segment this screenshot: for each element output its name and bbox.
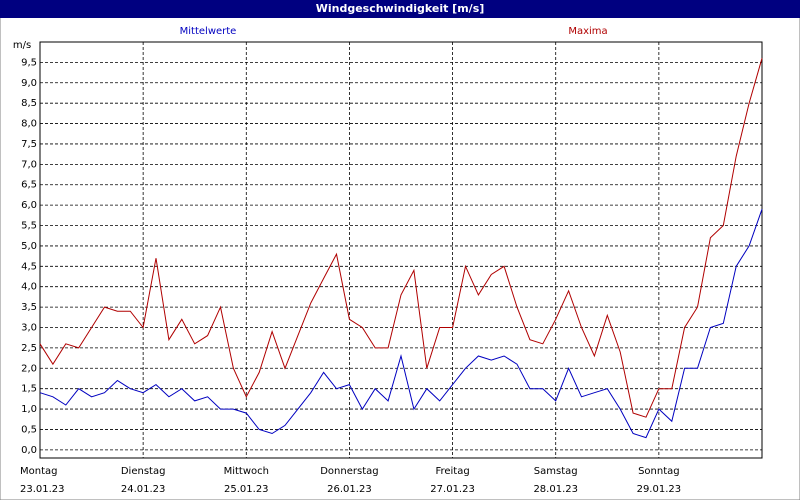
y-tick-label: 0,5: [21, 424, 37, 435]
x-tick-sublabel: 26.01.23: [327, 484, 372, 495]
x-tick-sublabel: 25.01.23: [224, 484, 269, 495]
x-tick-label: Montag: [20, 466, 57, 477]
title-bar: [0, 0, 800, 18]
series-line: [39, 209, 763, 439]
y-tick-label: 0,0: [21, 445, 37, 456]
y-tick-label: 5,5: [21, 221, 37, 232]
x-tick-label: Mittwoch: [224, 466, 269, 477]
y-tick-label: 7,0: [21, 159, 37, 170]
y-tick-label: 6,5: [21, 180, 37, 191]
y-tick-label: 6,0: [21, 200, 37, 211]
y-tick-label: 5,0: [21, 241, 37, 252]
y-tick-label: 1,0: [21, 404, 37, 415]
y-tick-label: 2,0: [21, 363, 37, 374]
y-tick-label: 4,5: [21, 261, 37, 272]
x-tick-sublabel: 27.01.23: [430, 484, 475, 495]
x-tick-sublabel: 28.01.23: [533, 484, 578, 495]
y-tick-label: 9,5: [21, 57, 37, 68]
plot-area: [39, 41, 763, 459]
y-tick-label: 9,0: [21, 78, 37, 89]
legend-entry: Mittelwerte: [180, 26, 237, 37]
x-tick-label: Donnerstag: [320, 466, 378, 477]
y-tick-label: 7,5: [21, 139, 37, 150]
chart-title: Windgeschwindigkeit [m/s]: [316, 2, 485, 15]
y-tick-label: 8,0: [21, 119, 37, 130]
y-tick-label: 2,5: [21, 343, 37, 354]
y-tick-label: 8,5: [21, 98, 37, 109]
legend-entry: Maxima: [568, 26, 607, 37]
x-tick-sublabel: 29.01.23: [637, 484, 682, 495]
y-tick-label: 1,5: [21, 384, 37, 395]
x-tick-label: Freitag: [435, 466, 469, 477]
y-tick-label: 4,0: [21, 282, 37, 293]
y-axis-label: m/s: [13, 40, 31, 51]
y-tick-label: 3,5: [21, 302, 37, 313]
x-tick-label: Dienstag: [121, 466, 166, 477]
x-tick-sublabel: 24.01.23: [121, 484, 166, 495]
series-line: [39, 58, 763, 418]
y-tick-label: 3,0: [21, 322, 37, 333]
x-tick-sublabel: 23.01.23: [20, 484, 65, 495]
x-tick-label: Sonntag: [638, 466, 680, 477]
x-tick-label: Samstag: [534, 466, 578, 477]
